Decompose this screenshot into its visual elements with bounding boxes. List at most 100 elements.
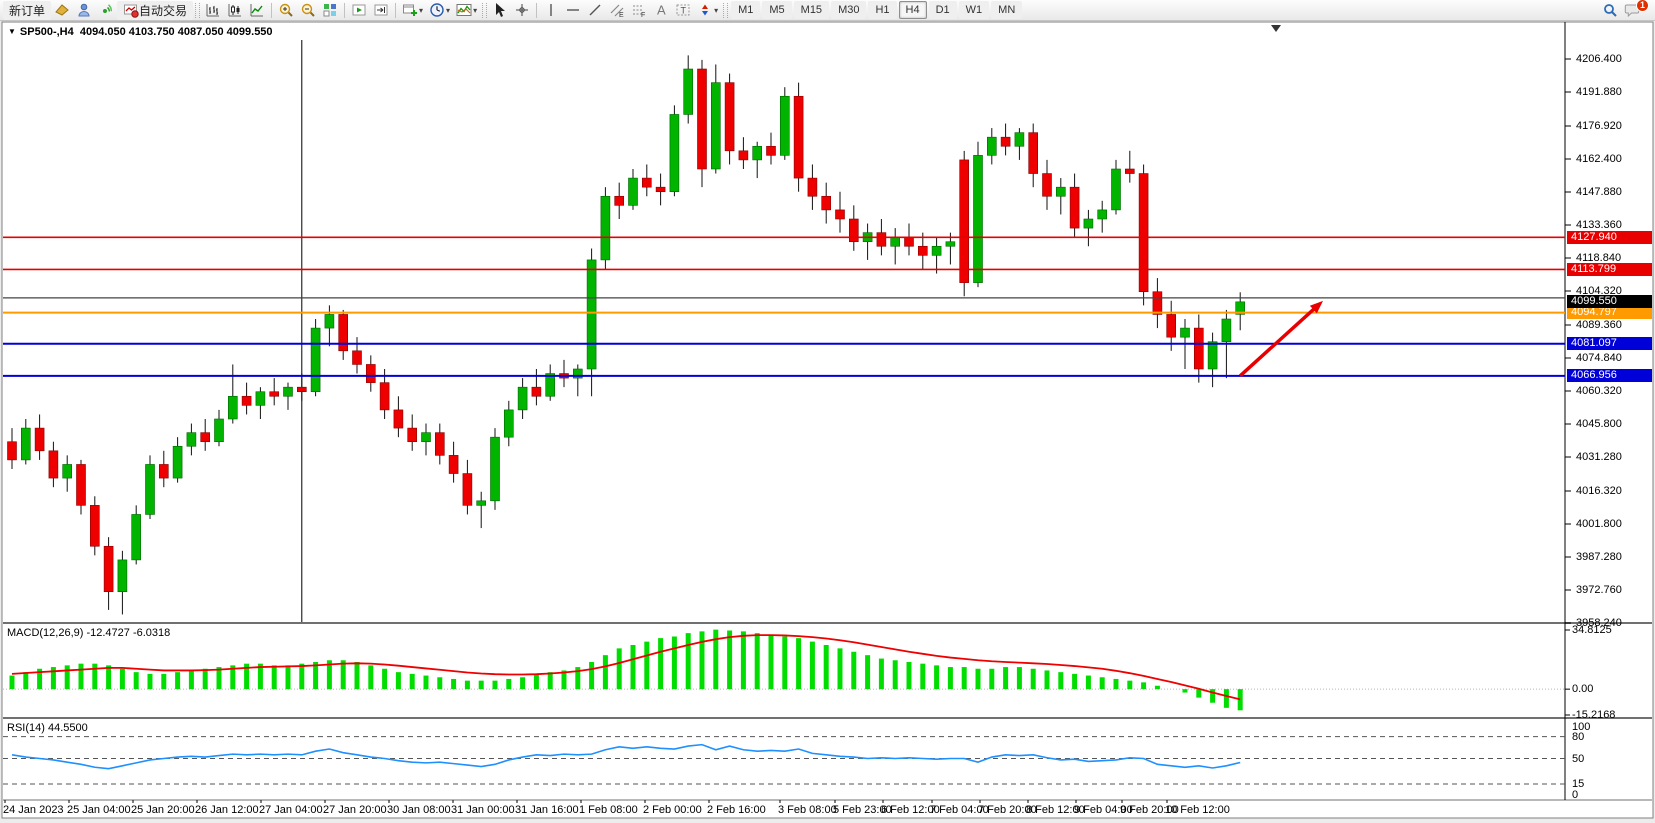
candle-body bbox=[1042, 173, 1052, 197]
time-axis-label: 2 Feb 00:00 bbox=[643, 804, 702, 816]
candle-body bbox=[945, 241, 956, 247]
svg-text:F: F bbox=[641, 12, 645, 18]
crosshair-icon[interactable] bbox=[511, 1, 533, 20]
candle-body bbox=[1152, 291, 1163, 315]
candle-body bbox=[172, 445, 183, 479]
vertical-line-tool-icon[interactable] bbox=[540, 1, 562, 20]
candle-body bbox=[986, 136, 997, 156]
trendline-tool-icon[interactable] bbox=[584, 1, 606, 20]
level-price-label: 4081.097 bbox=[1567, 337, 1652, 351]
tile-windows-icon[interactable] bbox=[319, 1, 341, 20]
candle-body bbox=[90, 505, 100, 547]
main-toolbar: 新订单 自动交易 ▾ ▾ ▾ E F A T ▾ M1 M5 M15 M30 H1 H4 D… bbox=[0, 0, 1655, 21]
autotrading-icon bbox=[124, 4, 139, 18]
time-axis-label: 7 Feb 20:00 bbox=[978, 804, 1037, 816]
collapse-icon[interactable]: ▼ bbox=[8, 27, 16, 36]
toolbar-separator bbox=[344, 2, 346, 18]
price-tick-label: 4074.840 bbox=[1576, 351, 1622, 364]
svg-text:A: A bbox=[657, 3, 666, 18]
timeframe-button-h1[interactable]: H1 bbox=[868, 1, 897, 19]
dropdown-caret-icon: ▾ bbox=[714, 5, 719, 15]
rsi-axis-label: 50 bbox=[1572, 752, 1585, 765]
candle-body bbox=[159, 464, 169, 479]
search-icon[interactable] bbox=[1599, 1, 1621, 20]
fibonacci-tool-icon[interactable]: F bbox=[628, 1, 650, 20]
community-icon[interactable] bbox=[73, 1, 95, 20]
candle-body bbox=[1056, 186, 1066, 197]
timeframe-button-m30[interactable]: M30 bbox=[831, 1, 867, 19]
candle-body bbox=[641, 177, 652, 188]
cursor-icon[interactable] bbox=[489, 1, 511, 20]
price-tick-label: 3958.240 bbox=[1576, 616, 1622, 629]
price-tick-label: 4133.360 bbox=[1576, 218, 1622, 231]
timeframe-button-h4[interactable]: H4 bbox=[898, 1, 927, 19]
timeframe-group: M1 M5 M15 M30 H1 H4 D1 W1 MN bbox=[730, 1, 1023, 19]
auto-scroll-icon[interactable] bbox=[348, 1, 370, 20]
timeframe-button-mn[interactable]: MN bbox=[991, 1, 1023, 19]
candle-body bbox=[310, 327, 321, 393]
order-ticket-icon[interactable] bbox=[51, 1, 73, 20]
timeframe-button-w1[interactable]: W1 bbox=[958, 1, 990, 19]
candle-body bbox=[379, 382, 390, 411]
candle-body bbox=[793, 95, 804, 179]
candle-body bbox=[1014, 132, 1025, 147]
candle-body bbox=[600, 195, 611, 261]
candle-body bbox=[20, 427, 31, 461]
toolbar-grip bbox=[195, 2, 201, 18]
candle-body bbox=[269, 391, 280, 397]
candle-body bbox=[34, 427, 45, 452]
indicators-button[interactable]: ▾ bbox=[453, 1, 480, 20]
price-tick-label: 4206.400 bbox=[1576, 53, 1622, 65]
price-tick-label: 4191.880 bbox=[1576, 85, 1622, 98]
candle-body bbox=[807, 177, 818, 197]
text-tool-icon[interactable]: A bbox=[650, 1, 672, 20]
candle-body bbox=[1235, 301, 1245, 315]
arrows-tool-icon[interactable]: ▾ bbox=[694, 1, 721, 20]
candle-body bbox=[393, 409, 404, 429]
candle-body bbox=[448, 455, 459, 474]
candle-body bbox=[1138, 173, 1149, 293]
text-label-tool-icon[interactable]: T bbox=[672, 1, 694, 20]
zoom-in-icon[interactable] bbox=[275, 1, 297, 20]
new-chart-button[interactable]: ▾ bbox=[399, 1, 426, 20]
candle-body bbox=[821, 195, 832, 211]
bar-chart-icon[interactable] bbox=[202, 1, 224, 20]
zoom-out-icon[interactable] bbox=[297, 1, 319, 20]
chart-shift-icon[interactable] bbox=[370, 1, 392, 20]
time-axis-label: 8 Feb 12:00 bbox=[1026, 804, 1085, 816]
candle-body bbox=[462, 473, 473, 506]
horizontal-line-tool-icon[interactable] bbox=[562, 1, 584, 20]
candle-body bbox=[752, 145, 763, 161]
time-axis-label: 31 Jan 00:00 bbox=[451, 804, 515, 816]
candle-body bbox=[669, 114, 680, 193]
channel-tool-icon[interactable]: E bbox=[606, 1, 628, 20]
periods-clock-button[interactable]: ▾ bbox=[426, 1, 453, 20]
time-axis-label: 7 Feb 04:00 bbox=[930, 804, 989, 816]
candle-body bbox=[655, 186, 666, 193]
candle-body bbox=[1069, 186, 1080, 229]
timeframe-button-m5[interactable]: M5 bbox=[762, 1, 792, 19]
trend-arrow-object[interactable] bbox=[1239, 304, 1319, 378]
autotrading-button[interactable]: 自动交易 bbox=[117, 0, 194, 20]
candle-body bbox=[917, 245, 928, 256]
candlestick-chart-icon[interactable] bbox=[224, 1, 246, 20]
candle-body bbox=[848, 218, 859, 243]
candle-body bbox=[835, 209, 845, 220]
new-order-button[interactable]: 新订单 bbox=[3, 0, 52, 20]
macd-axis-label: 34.8125 bbox=[1572, 624, 1612, 636]
signals-icon[interactable] bbox=[95, 1, 117, 20]
time-axis-label: 2 Feb 16:00 bbox=[707, 804, 766, 816]
timeframe-button-m15[interactable]: M15 bbox=[793, 1, 830, 19]
candle-body bbox=[697, 68, 707, 170]
chat-notifications-button[interactable]: 1 bbox=[1621, 0, 1649, 20]
candle-body bbox=[1083, 218, 1094, 229]
candle-body bbox=[407, 427, 418, 443]
candle-body bbox=[586, 259, 597, 370]
candle-body bbox=[1111, 168, 1121, 211]
level-price-label: 4113.799 bbox=[1567, 262, 1652, 276]
timeframe-button-m1[interactable]: M1 bbox=[731, 1, 761, 19]
timeframe-button-d1[interactable]: D1 bbox=[928, 1, 957, 19]
line-chart-icon[interactable] bbox=[246, 1, 268, 20]
price-tick-label: 4089.360 bbox=[1576, 318, 1622, 331]
